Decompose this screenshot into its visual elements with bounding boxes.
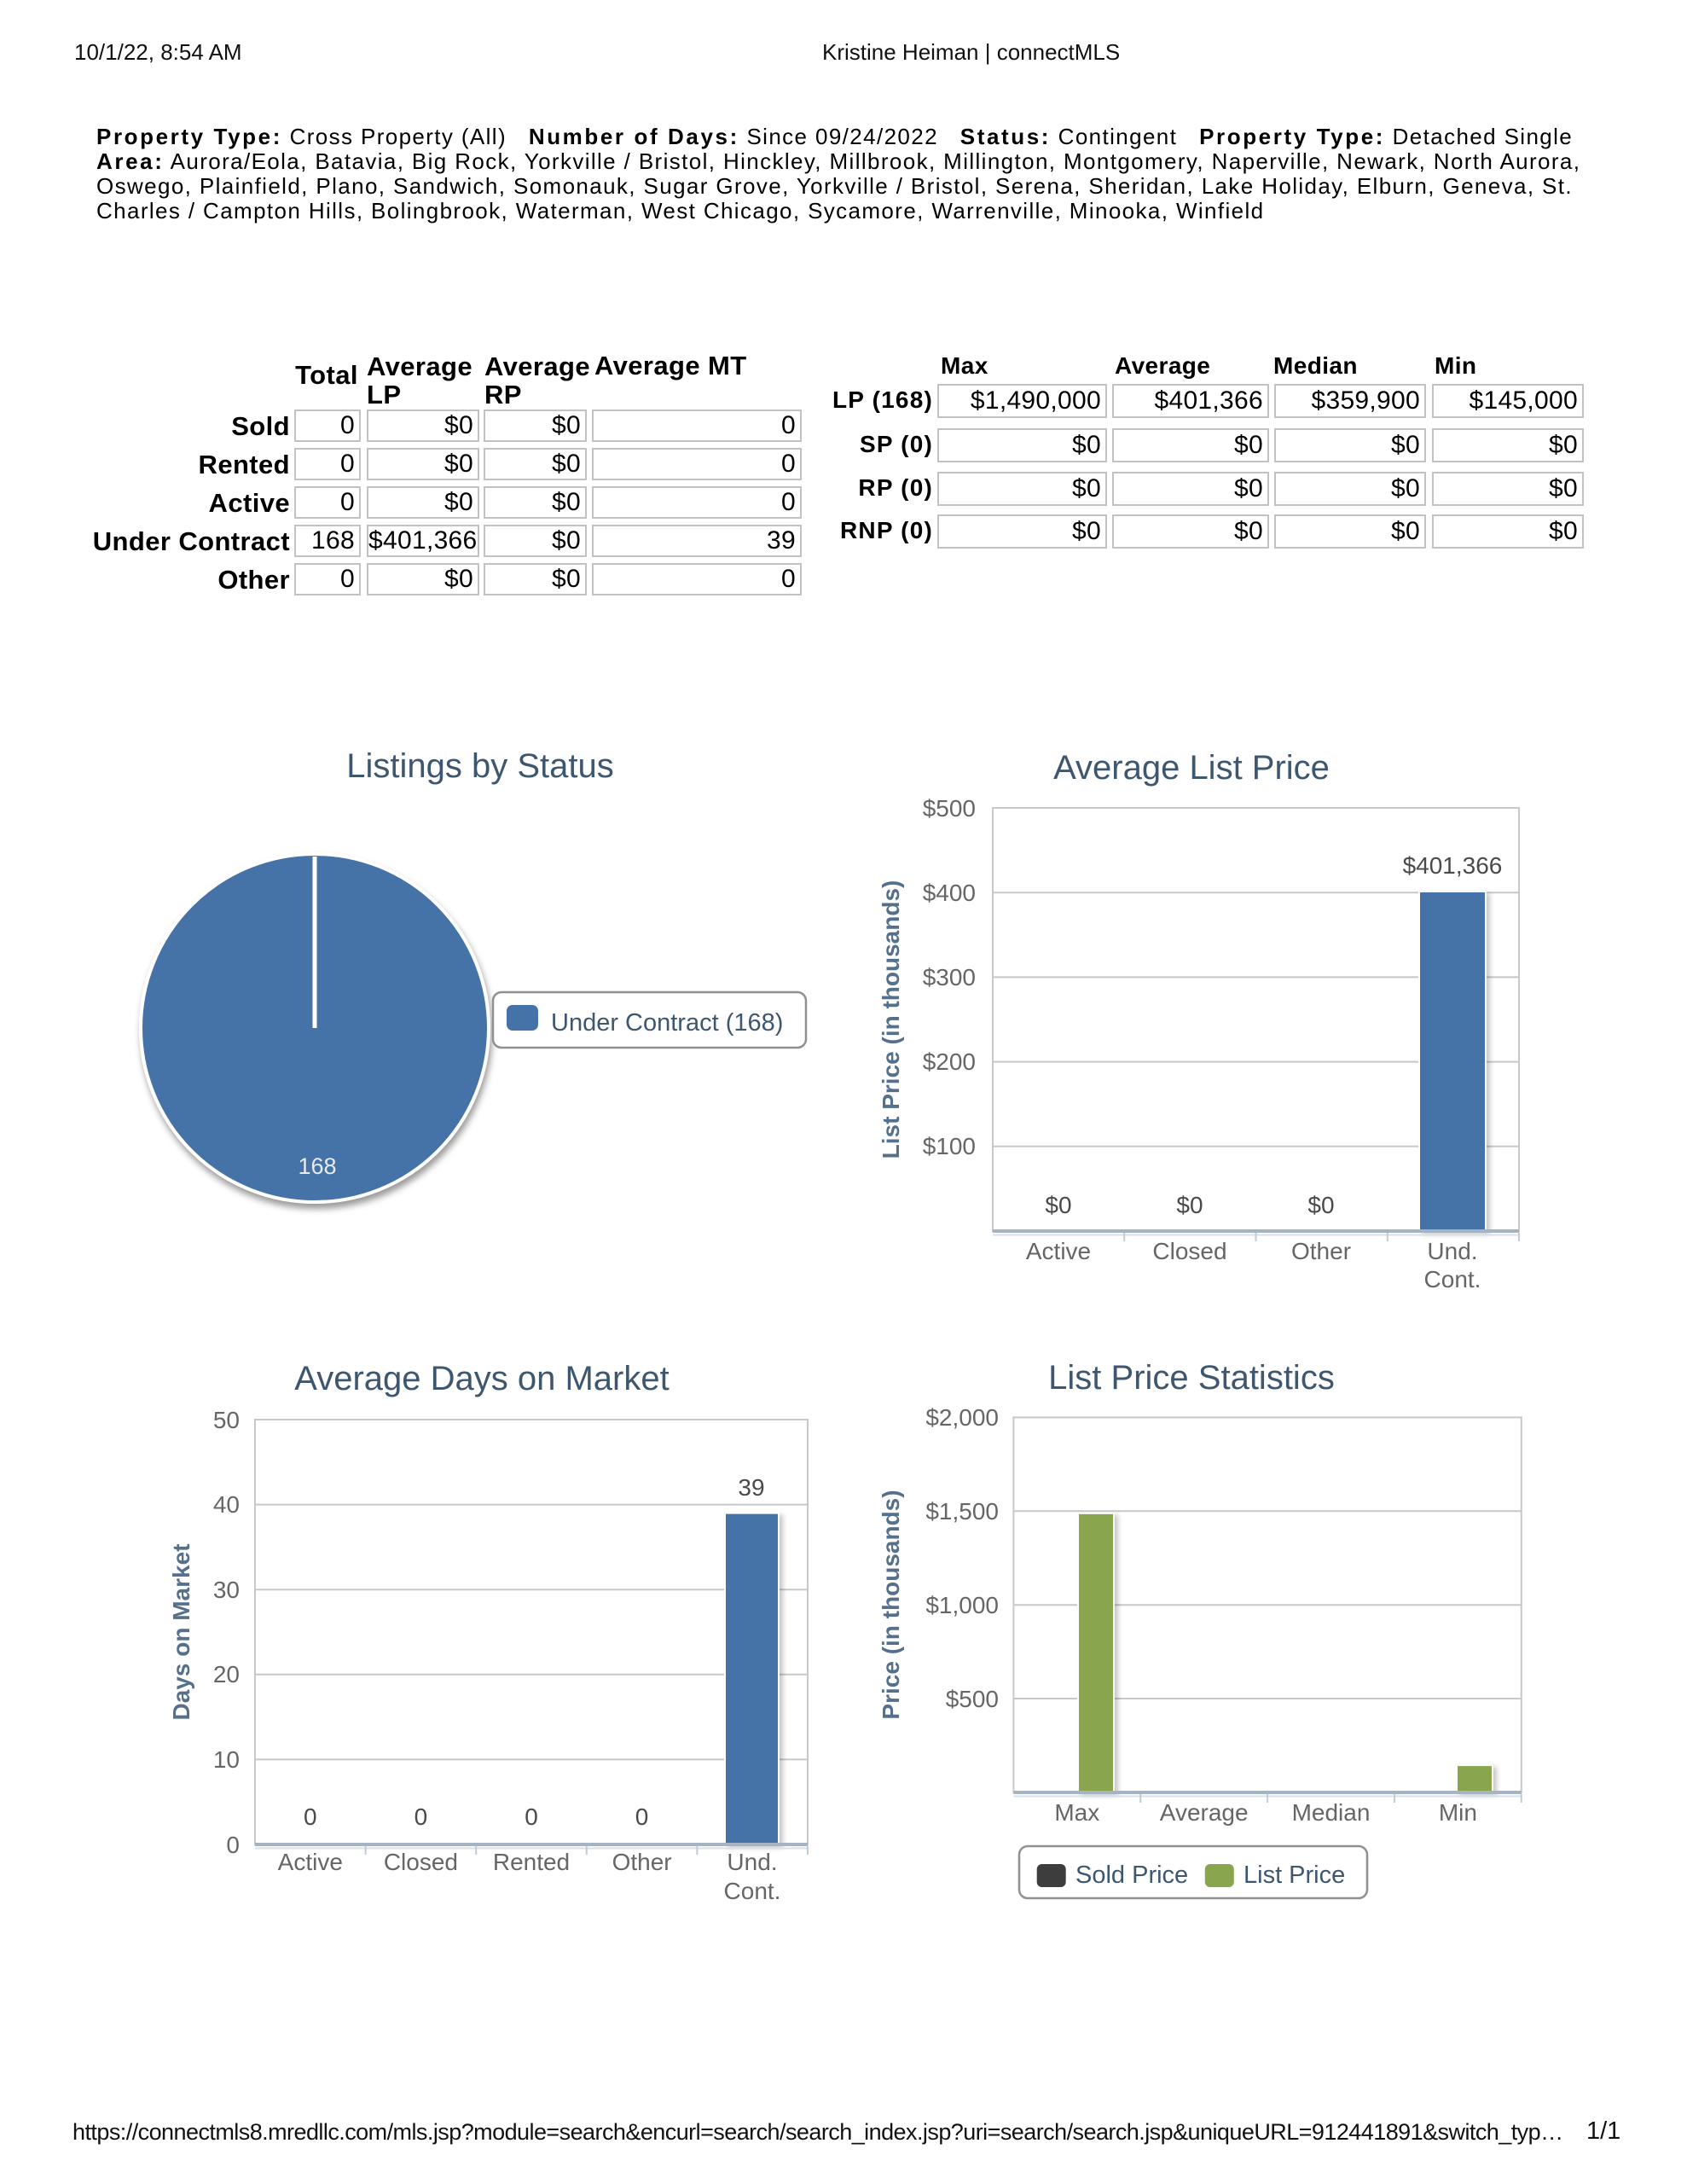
svg-text:Average Days on Market: Average Days on Market [294,1360,669,1397]
svg-text:0: 0 [525,1804,538,1830]
svg-text:Min: Min [1439,1799,1477,1826]
svg-text:30: 30 [213,1577,240,1603]
svg-text:$300: $300 [923,964,976,990]
svg-text:Days on Market: Days on Market [168,1544,194,1721]
svg-text:List Price (in thousands): List Price (in thousands) [878,880,904,1159]
svg-text:39: 39 [738,1474,764,1501]
svg-text:$401,366: $401,366 [1403,852,1503,879]
svg-text:$2,000: $2,000 [925,1404,999,1431]
svg-text:Listings by Status: Listings by Status [346,747,614,785]
svg-text:Closed: Closed [1152,1238,1226,1264]
svg-text:Cont.: Cont. [1424,1266,1481,1292]
svg-text:$0: $0 [1307,1192,1334,1218]
svg-text:50: 50 [213,1407,240,1433]
svg-text:Average: Average [1160,1799,1249,1826]
svg-text:40: 40 [213,1491,240,1518]
svg-text:List Price: List Price [1244,1862,1345,1889]
svg-text:$200: $200 [923,1048,976,1075]
svg-text:20: 20 [213,1661,240,1687]
svg-text:Under Contract (168): Under Contract (168) [551,1009,783,1037]
svg-text:Average List Price: Average List Price [1053,749,1330,787]
svg-text:Und.: Und. [727,1849,777,1875]
svg-text:0: 0 [226,1832,240,1858]
svg-text:Closed: Closed [384,1849,458,1875]
svg-text:$100: $100 [923,1133,976,1159]
svg-text:Rented: Rented [493,1849,570,1875]
svg-text:168: 168 [298,1153,336,1179]
svg-text:$500: $500 [946,1686,999,1712]
svg-text:Sold Price: Sold Price [1075,1862,1188,1889]
svg-text:Active: Active [1026,1238,1091,1264]
svg-text:Max: Max [1054,1799,1099,1826]
svg-text:0: 0 [304,1804,317,1830]
svg-text:Other: Other [1291,1238,1351,1264]
svg-text:$0: $0 [1176,1192,1203,1218]
svg-text:10: 10 [213,1746,240,1773]
svg-text:Cont.: Cont. [724,1878,781,1904]
svg-text:$1,000: $1,000 [925,1592,999,1618]
svg-text:Und.: Und. [1427,1238,1477,1264]
svg-text:Median: Median [1292,1799,1371,1826]
svg-text:List Price Statistics: List Price Statistics [1048,1359,1335,1397]
svg-text:$400: $400 [923,880,976,906]
svg-text:$0: $0 [1045,1192,1071,1218]
svg-text:0: 0 [415,1804,428,1830]
svg-text:$1,500: $1,500 [925,1498,999,1525]
svg-text:0: 0 [635,1804,649,1830]
svg-text:Other: Other [612,1849,672,1875]
svg-text:Price (in thousands): Price (in thousands) [878,1490,904,1719]
svg-text:Active: Active [278,1849,343,1875]
svg-text:$500: $500 [923,795,976,822]
